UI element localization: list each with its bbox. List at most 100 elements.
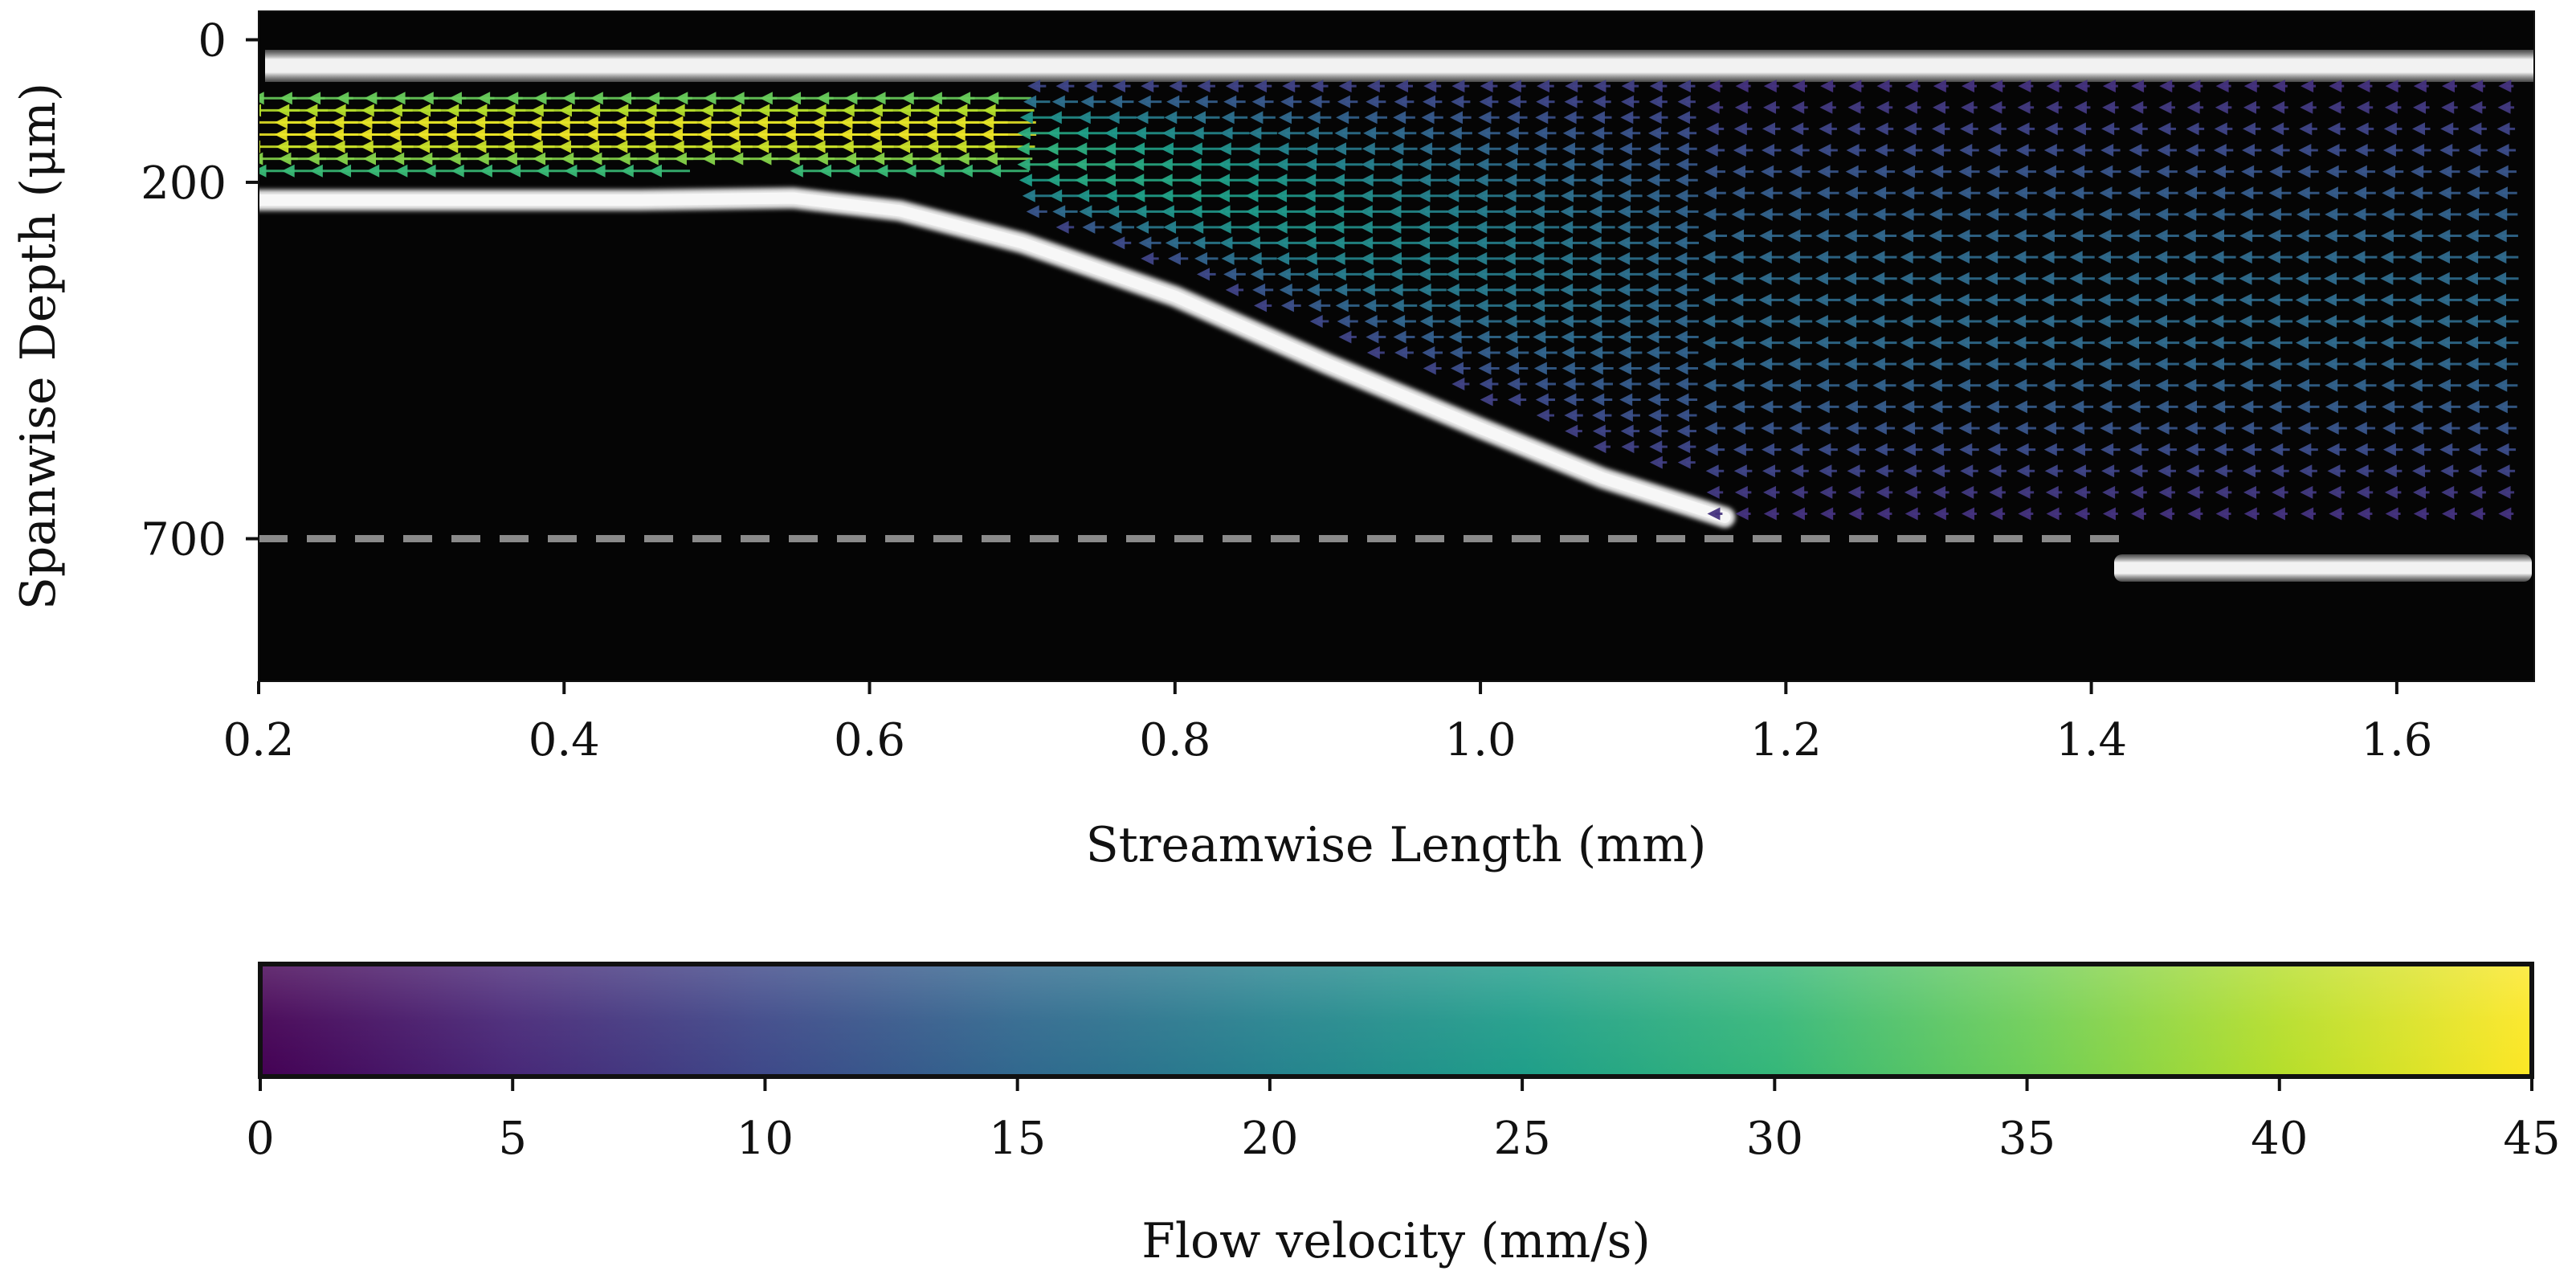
- velocity-arrow: [1084, 80, 1103, 93]
- arrow-head: [1531, 268, 1545, 281]
- velocity-arrow: [2154, 272, 2180, 285]
- arrow-head: [2046, 507, 2060, 521]
- velocity-arrow: [1474, 283, 1504, 296]
- arrow-head: [643, 104, 657, 117]
- velocity-arrow: [2352, 358, 2378, 371]
- velocity-arrow: [2017, 485, 2035, 499]
- x-axis-label: Streamwise Length (mm): [1086, 817, 1707, 873]
- arrow-head: [2326, 443, 2340, 456]
- arrow-head: [303, 116, 316, 129]
- arrow-head: [1474, 283, 1488, 296]
- arrow-head: [1619, 142, 1632, 156]
- arrow-head: [304, 104, 318, 117]
- arrow-head: [1102, 174, 1116, 187]
- arrow-head: [2352, 293, 2366, 307]
- velocity-arrow: [2129, 443, 2149, 456]
- velocity-arrow: [2070, 207, 2094, 221]
- colorbar-axis: 0 5 10 15 20 25 30 35 40 45: [246, 1077, 2561, 1165]
- arrow-head: [1984, 272, 1998, 285]
- arrow-head: [1902, 165, 1916, 178]
- arrow-head: [1646, 220, 1659, 234]
- arrow-head: [1217, 157, 1231, 171]
- plot-frame: [258, 10, 2535, 682]
- arrow-head: [2070, 378, 2084, 392]
- arrow-head: [1074, 142, 1088, 156]
- arrow-head: [1475, 174, 1488, 187]
- velocity-arrow: [2496, 122, 2516, 136]
- arrow-head: [1277, 268, 1291, 281]
- velocity-arrow: [2466, 186, 2489, 200]
- arrow-head: [1360, 236, 1374, 250]
- arrow-head: [1019, 174, 1032, 187]
- arrow-head: [699, 140, 712, 153]
- arrow-head: [2296, 336, 2309, 349]
- velocity-arrow: [1758, 293, 1785, 307]
- velocity-arrow: [2296, 336, 2321, 349]
- arrow-head: [1817, 165, 1831, 178]
- velocity-arrow: [2469, 485, 2486, 499]
- velocity-arrow: [1676, 157, 1698, 171]
- velocity-arrow: [1480, 80, 1498, 93]
- velocity-arrow: [1617, 283, 1643, 296]
- velocity-arrow: [1676, 111, 1696, 125]
- velocity-arrow: [2382, 422, 2404, 435]
- velocity-arrow: [1872, 314, 1897, 328]
- arrow-head: [246, 128, 259, 141]
- arrow-head: [2211, 251, 2224, 264]
- velocity-arrow: [2071, 186, 2094, 200]
- arrow-head: [1390, 299, 1404, 313]
- velocity-arrow: [1562, 142, 1586, 156]
- arrow-head: [2041, 336, 2055, 349]
- velocity-arrow: [1958, 165, 1980, 178]
- velocity-arrow: [1990, 80, 2006, 93]
- colorbar-frame: [258, 962, 2534, 1079]
- velocity-arrow: [2072, 122, 2092, 136]
- arrow-head: [1562, 142, 1575, 156]
- arrow-head: [1338, 80, 1352, 93]
- arrow-head: [1645, 251, 1659, 265]
- arrow-head: [1787, 229, 1801, 243]
- velocity-arrow: [2325, 422, 2347, 435]
- velocity-arrow: [2044, 122, 2064, 136]
- arrow-head: [2182, 251, 2196, 264]
- arrow-head: [1872, 358, 1885, 371]
- arrow-head: [1446, 189, 1459, 202]
- velocity-arrow: [1247, 142, 1279, 156]
- arrow-head: [1815, 358, 1829, 371]
- velocity-arrow: [2182, 293, 2208, 307]
- velocity-arrow: [1337, 95, 1358, 108]
- velocity-arrow: [1843, 272, 1869, 285]
- arrow-head: [670, 128, 684, 141]
- arrow-head: [1478, 362, 1492, 375]
- arrow-head: [931, 164, 945, 178]
- arrow-head: [1223, 268, 1237, 281]
- velocity-arrow: [2327, 464, 2346, 478]
- velocity-arrow: [1649, 440, 1668, 454]
- arrow-head: [2380, 272, 2394, 285]
- arrow-head: [1704, 165, 1717, 178]
- arrow-head: [1758, 272, 1772, 285]
- arrow-head: [2413, 80, 2427, 93]
- arrow-head: [1791, 507, 1805, 521]
- velocity-arrow: [2211, 378, 2235, 392]
- velocity-arrow: [2296, 378, 2321, 392]
- arrow-head: [2098, 207, 2112, 221]
- arrow-head: [642, 116, 655, 129]
- arrow-head: [2242, 122, 2256, 136]
- arrow-head: [2300, 100, 2313, 114]
- arrow-head: [1875, 122, 1888, 136]
- arrow-head: [1104, 189, 1117, 202]
- arrow-head: [928, 152, 941, 165]
- velocity-arrow: [2494, 400, 2517, 414]
- arrow-head: [2408, 293, 2422, 307]
- arrow-head: [2241, 165, 2255, 178]
- velocity-arrow: [1504, 157, 1530, 171]
- arrow-head: [1647, 157, 1660, 171]
- arrow-head: [1391, 126, 1405, 140]
- arrow-head: [1016, 142, 1030, 156]
- arrow-head: [1929, 229, 1942, 243]
- velocity-arrow: [1962, 80, 1977, 93]
- arrow-head: [954, 104, 968, 117]
- velocity-arrow: [1448, 126, 1472, 140]
- arrow-head: [1761, 165, 1774, 178]
